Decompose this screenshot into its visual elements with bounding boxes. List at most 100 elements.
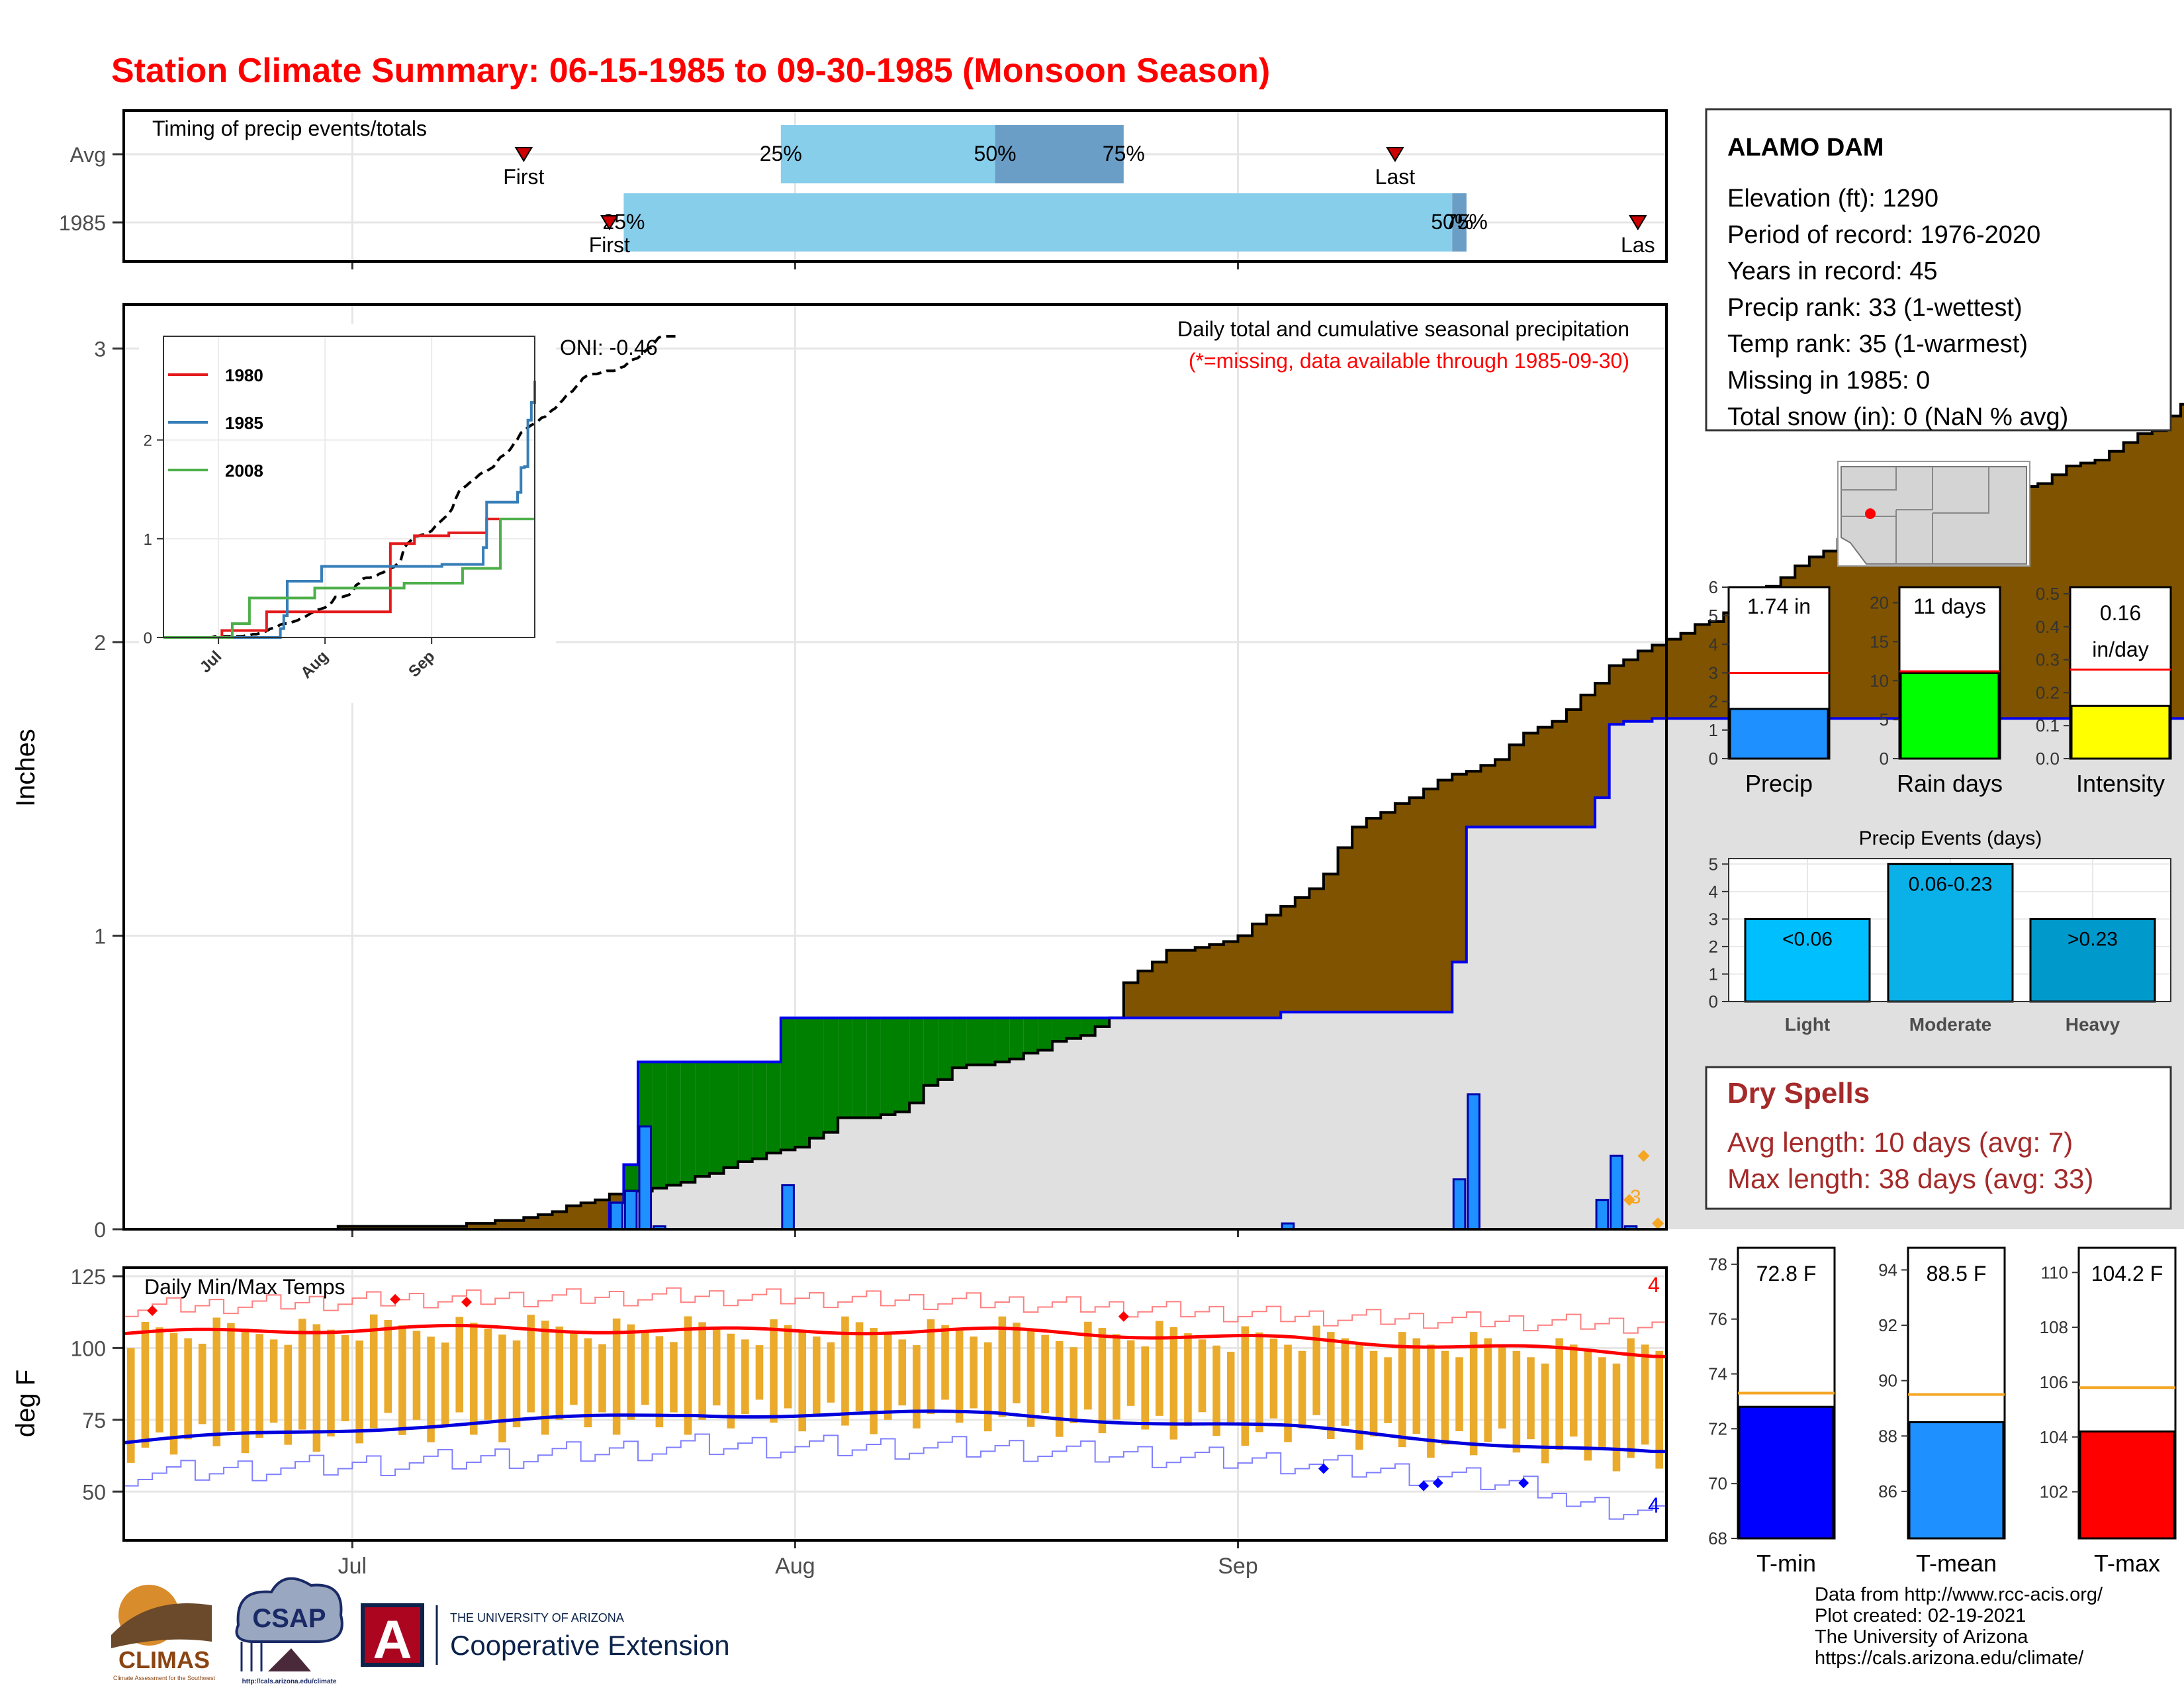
daily-temp-bar <box>241 1328 250 1454</box>
daily-temp-bar <box>1627 1338 1635 1458</box>
inset-legend-label: 1980 <box>225 365 263 385</box>
temp-summary-tick-label: 90 <box>1878 1371 1897 1391</box>
temp-summary-tick-label: 70 <box>1708 1474 1727 1493</box>
events-ytick-label: 3 <box>1709 909 1718 929</box>
temp-panel-label: Daily Min/Max Temps <box>144 1275 345 1299</box>
x-axis-tick-label: Jul <box>338 1554 367 1579</box>
above-average-segment <box>1095 1017 1110 1027</box>
events-frame <box>1728 858 2171 1002</box>
above-average-segment <box>1038 1017 1052 1051</box>
above-average-segment <box>809 1017 824 1139</box>
daily-temp-bar <box>1084 1321 1092 1410</box>
daily-temp-bar <box>441 1342 449 1428</box>
daily-temp-bar <box>813 1336 821 1417</box>
dry-spells-title: Dry Spells <box>1727 1077 1870 1109</box>
daily-temp-bar <box>998 1316 1007 1417</box>
timing-bar-25-50 <box>623 193 1453 252</box>
daily-temp-bar <box>1169 1327 1178 1440</box>
daily-temp-bar <box>712 1328 721 1406</box>
temp-summary-bars: 68 70 72 74 76 78 72.8 F T-min 86 88 90 92 94 88.5 F T… <box>1708 1246 2177 1577</box>
above-average-segment <box>723 1062 739 1168</box>
temp-summary-label: T-mean <box>1916 1550 1997 1577</box>
csap-rain-icon <box>240 1642 263 1671</box>
daily-temp-bar <box>512 1340 521 1428</box>
precip-summary-bar <box>1729 708 1829 760</box>
precip-summary-tick-label: 20 <box>1870 593 1889 613</box>
temp-bg <box>124 1268 1666 1540</box>
footer-line: The University of Arizona <box>1815 1626 2028 1648</box>
above-average-segment <box>780 1017 796 1150</box>
daily-temp-bar <box>1541 1363 1549 1464</box>
csap-cloud-icon <box>235 1577 343 1643</box>
precip-summary-tick-label: 0.5 <box>2036 584 2060 604</box>
daily-temp-bar <box>1641 1344 1649 1445</box>
daily-temp-bar <box>727 1333 735 1429</box>
precip-event-bar <box>1744 917 1871 1003</box>
daily-temp-bar <box>169 1333 178 1455</box>
dry-spells-max: Max length: 38 days (avg: 33) <box>1727 1163 2093 1194</box>
footer-line: Plot created: 02-19-2021 <box>1815 1605 2026 1626</box>
events-ytick-label: 2 <box>1709 937 1718 957</box>
precip-summary-tick-label: 0 <box>1709 749 1718 769</box>
precip-summary-value: 1.74 in <box>1747 594 1811 618</box>
dry-spells-frame <box>1705 1066 2172 1210</box>
station-info-line: Years in record: 45 <box>1727 258 1938 285</box>
precip-summary-tick-label: 5 <box>1709 606 1718 626</box>
temp-summary-tick-label: 74 <box>1708 1364 1727 1384</box>
temp-summary-label: T-max <box>2094 1550 2160 1577</box>
daily-temp-bar <box>455 1317 463 1413</box>
daily-temp-bar <box>927 1319 935 1415</box>
ua-block-a-text: A <box>373 1610 412 1670</box>
precip-summary-tick-label: 4 <box>1709 634 1718 654</box>
precip-summary-tick-label: 6 <box>1709 577 1718 597</box>
daily-temp-bar <box>1584 1350 1592 1461</box>
temp-summary-tick-label: 92 <box>1878 1315 1897 1335</box>
avg-tmax-line <box>123 1323 1667 1358</box>
precip-summary-bar <box>2070 704 2171 760</box>
record-high-marker <box>1118 1311 1129 1322</box>
daily-precip-bar <box>1595 1199 1610 1231</box>
precip-ytick-label: 1 <box>94 925 106 949</box>
daily-temp-bar <box>1041 1335 1049 1413</box>
above-average-segment <box>695 1062 709 1177</box>
dry-spells-avg: Avg length: 10 days (avg: 7) <box>1727 1127 2073 1158</box>
precip-ytick-label: 0 <box>94 1218 106 1242</box>
daily-temp-bar <box>1355 1344 1363 1450</box>
inset-ytick-label: 0 <box>144 630 152 647</box>
precip-ylabel: Inches <box>11 729 40 807</box>
daily-temp-bar <box>1598 1357 1606 1448</box>
dry-spells-box: Dry Spells Avg length: 10 days (avg: 7) Ma… <box>1705 1066 2172 1210</box>
daily-temp-bar <box>1026 1329 1035 1427</box>
temp-ylabel: deg F <box>11 1370 40 1437</box>
daily-temp-bar <box>684 1316 692 1435</box>
daily-temp-bar <box>784 1325 792 1409</box>
station-info-line: Temp rank: 35 (1-warmest) <box>1727 330 2028 358</box>
timing-p50-label: 50% <box>1431 210 1473 234</box>
precip-summary-tick-label: 15 <box>1870 632 1889 651</box>
daily-temp-bar <box>498 1335 506 1442</box>
record-low-marker <box>1518 1477 1529 1489</box>
events-ytick-label: 4 <box>1709 882 1718 902</box>
above-average-segment <box>823 1017 839 1133</box>
above-average-segment <box>795 1017 809 1147</box>
daily-temp-bar <box>1612 1363 1621 1472</box>
daily-temp-bar <box>284 1344 292 1445</box>
above-average-segment <box>1081 1017 1095 1036</box>
temp-ytick-label: 50 <box>82 1480 106 1504</box>
daily-temp-bar <box>1184 1333 1192 1426</box>
daily-temp-bar <box>1098 1328 1107 1434</box>
daily-temp-bar <box>741 1339 749 1415</box>
timing-p25-label: 25% <box>760 142 802 165</box>
extreme-marker <box>1652 1217 1664 1230</box>
temp-summary-tick-label: 104 <box>2040 1427 2068 1447</box>
daily-temp-bar <box>555 1326 564 1420</box>
timing-first-label: First <box>503 165 544 189</box>
timing-first-marker <box>600 215 619 230</box>
daily-temp-bar <box>384 1319 392 1413</box>
daily-temp-bar <box>156 1327 163 1432</box>
daily-temp-bar <box>127 1348 135 1463</box>
climas-logo-text: CLIMAS <box>118 1646 210 1673</box>
temp-panel: 4 4 Daily Min/Max Temps 50 75 100 125 Jul Aug Sep… <box>11 1265 1668 1579</box>
precip-events-chart: Precip Events (days) <0.06 Light 0.06-0.23 M… <box>1709 827 2171 1035</box>
